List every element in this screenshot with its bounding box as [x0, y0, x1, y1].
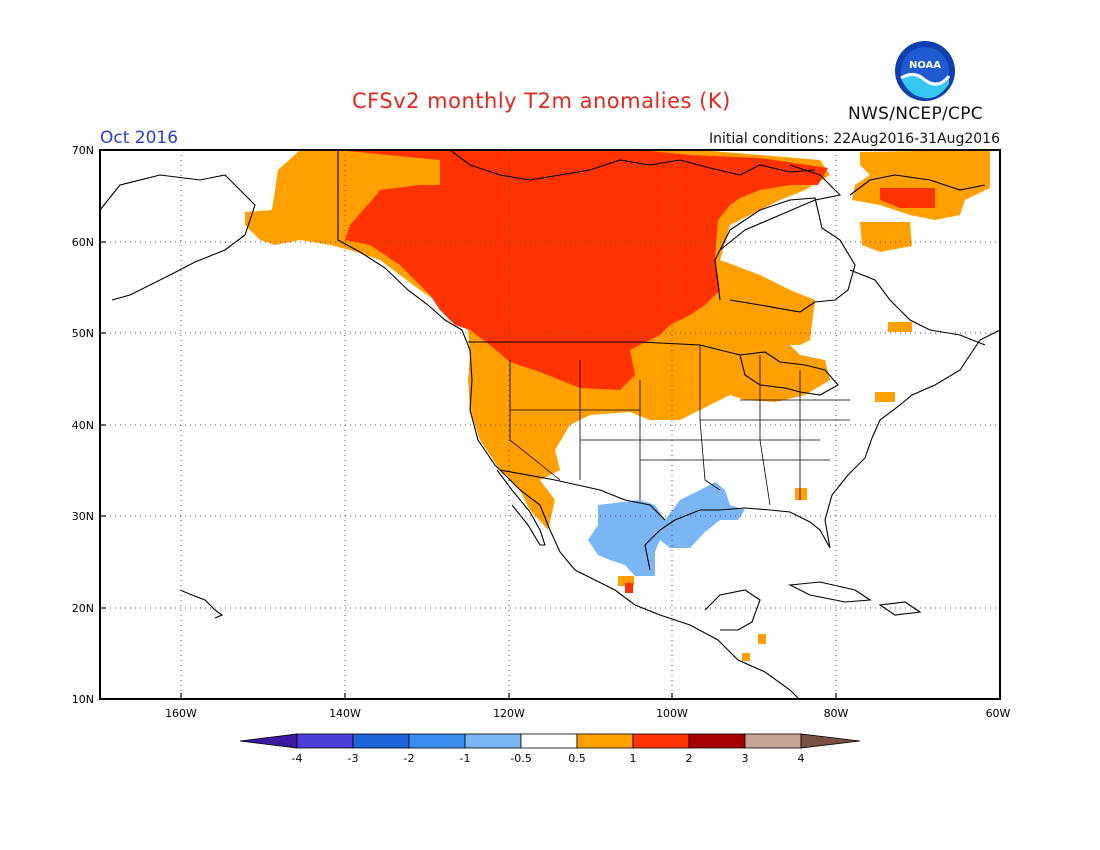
coastline-layer — [99, 149, 1001, 701]
colorbar-label: 0.5 — [568, 752, 586, 765]
blue-anomaly-mexico-texas — [588, 482, 745, 576]
colorbar-swatch — [296, 733, 354, 749]
lon-label: 160W — [165, 707, 197, 720]
colorbar-swatch — [408, 733, 466, 749]
orange-anomaly-labrador — [888, 322, 912, 332]
anomaly-layer — [245, 150, 990, 661]
lon-label: 140W — [329, 707, 361, 720]
lon-label: 120W — [493, 707, 525, 720]
hispaniola — [878, 601, 922, 616]
orange-anomaly-mexico — [618, 576, 634, 586]
colorbar-label: 3 — [742, 752, 749, 765]
colorbar-label: -3 — [348, 752, 359, 765]
lon-labels: 160W 140W 120W 100W 80W 60W — [165, 707, 1010, 720]
hudson-bay — [714, 197, 856, 313]
colorbar-label: -4 — [292, 752, 303, 765]
lat-label: 50N — [72, 327, 94, 340]
colorbar-arrow-right — [800, 733, 861, 749]
us-canada-border — [468, 341, 741, 356]
orange-anomaly-greenland — [852, 150, 990, 220]
lon-label: 80W — [824, 707, 849, 720]
axis-ticks — [100, 149, 837, 699]
colorbar-arrow-left — [239, 733, 298, 749]
greenland-coast — [849, 174, 986, 196]
cuba — [788, 581, 872, 603]
map-title: CFSv2 monthly T2m anomalies (K) — [352, 89, 731, 113]
hawaii — [179, 589, 224, 619]
logo-text: NOAA — [909, 60, 941, 71]
lat-label: 40N — [72, 419, 94, 432]
lat-labels: 70N 60N 50N 40N 30N 20N 10N — [72, 144, 94, 706]
east-coast — [824, 329, 1001, 549]
colorbar-label: 2 — [686, 752, 693, 765]
us-mexico-border — [499, 469, 666, 521]
colorbar-swatch — [688, 733, 746, 749]
colorbar-swatch — [632, 733, 690, 749]
baffin-island — [719, 164, 842, 251]
red-anomaly-greenland — [880, 188, 935, 208]
lat-label: 10N — [72, 693, 94, 706]
red-anomaly-canada — [338, 150, 828, 390]
lat-label: 60N — [72, 236, 94, 249]
colorbar: -4 -3 -2 -1 -0.5 0.5 1 2 3 4 — [239, 733, 861, 765]
yucatan — [704, 589, 761, 631]
canada-arctic-islands — [449, 149, 816, 181]
west-coast — [337, 150, 801, 701]
graticule — [100, 150, 1000, 699]
baja-peninsula — [496, 469, 546, 546]
org-label: NWS/NCEP/CPC — [848, 104, 983, 124]
colorbar-swatch — [520, 733, 578, 749]
noaa-logo: NOAA — [895, 41, 955, 101]
colorbar-label: -0.5 — [510, 752, 531, 765]
great-lakes — [739, 351, 839, 396]
colorbar-swatch — [744, 733, 802, 749]
alaska-coast — [99, 174, 256, 301]
colorbar-label: 1 — [630, 752, 637, 765]
red-anomaly-mexico — [625, 583, 633, 593]
colorbar-label: 4 — [798, 752, 805, 765]
colorbar-swatch — [576, 733, 634, 749]
lon-label: 60W — [986, 707, 1011, 720]
lat-label: 70N — [72, 144, 94, 157]
colorbar-label: -1 — [460, 752, 471, 765]
gulf-coast — [644, 507, 831, 571]
orange-anomaly-central-am — [758, 634, 766, 644]
colorbar-swatch — [464, 733, 522, 749]
initial-conditions: Initial conditions: 22Aug2016-31Aug2016 — [709, 131, 1000, 147]
orange-anomaly-southeast — [795, 488, 807, 500]
orange-anomaly-quebec — [860, 222, 912, 252]
lat-label: 30N — [72, 510, 94, 523]
lon-label: 100W — [656, 707, 688, 720]
orange-anomaly-central-am-2 — [742, 653, 750, 661]
colorbar-swatch — [352, 733, 410, 749]
lat-label: 20N — [72, 602, 94, 615]
us-state-lines — [509, 345, 850, 506]
orange-anomaly-nova-scotia — [875, 392, 895, 402]
forecast-month: Oct 2016 — [100, 128, 179, 148]
labrador-coast — [849, 269, 986, 346]
colorbar-label: -2 — [404, 752, 415, 765]
